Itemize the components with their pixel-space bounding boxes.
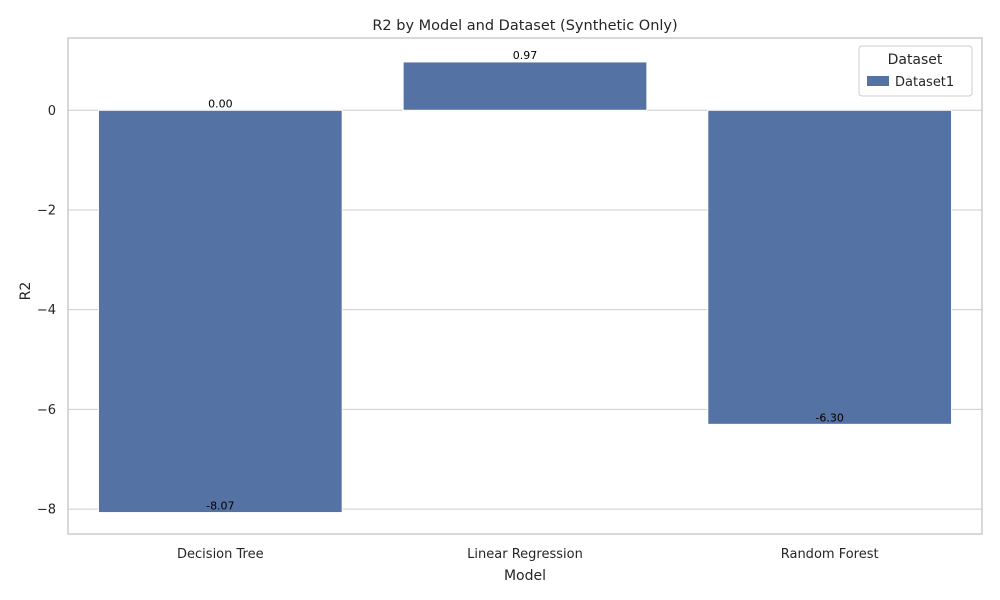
data-label-3: -8.07: [206, 500, 234, 513]
plot-frame: [67, 37, 983, 535]
data-label-2: -6.30: [815, 411, 843, 424]
data-labels: 0.00 0.97 -6.30 -8.07: [206, 49, 844, 513]
y-tick-label-1: −2: [37, 203, 56, 218]
data-label-0: 0.00: [208, 97, 233, 110]
x-tick-label-linear-regression: Linear Regression: [467, 547, 583, 562]
x-tick-label-random-forest: Random Forest: [781, 547, 879, 562]
bar-random-forest: [707, 109, 953, 425]
y-axis-label: R2: [18, 282, 34, 301]
y-tick-labels: 0 −2 −4 −6 −8: [37, 104, 56, 518]
bar-linear-regression: [402, 61, 648, 111]
x-tick-label-decision-tree: Decision Tree: [177, 547, 264, 562]
legend-swatch: [867, 76, 889, 86]
bars: [97, 61, 953, 514]
data-label-1: 0.97: [513, 49, 538, 62]
x-tick-labels: Decision Tree Linear Regression Random For…: [177, 547, 879, 562]
legend-title: Dataset: [888, 52, 943, 68]
x-axis-label: Model: [504, 568, 546, 584]
y-tick-label-0: 0: [48, 104, 56, 119]
y-tick-label-2: −4: [37, 303, 56, 318]
legend-item-dataset1: Dataset1: [895, 75, 954, 90]
y-tick-label-4: −8: [37, 503, 56, 518]
bar-decision-tree: [97, 109, 343, 514]
y-tick-label-3: −6: [37, 403, 56, 418]
chart-title: R2 by Model and Dataset (Synthetic Only): [372, 18, 677, 34]
legend: Dataset Dataset1: [858, 45, 973, 97]
